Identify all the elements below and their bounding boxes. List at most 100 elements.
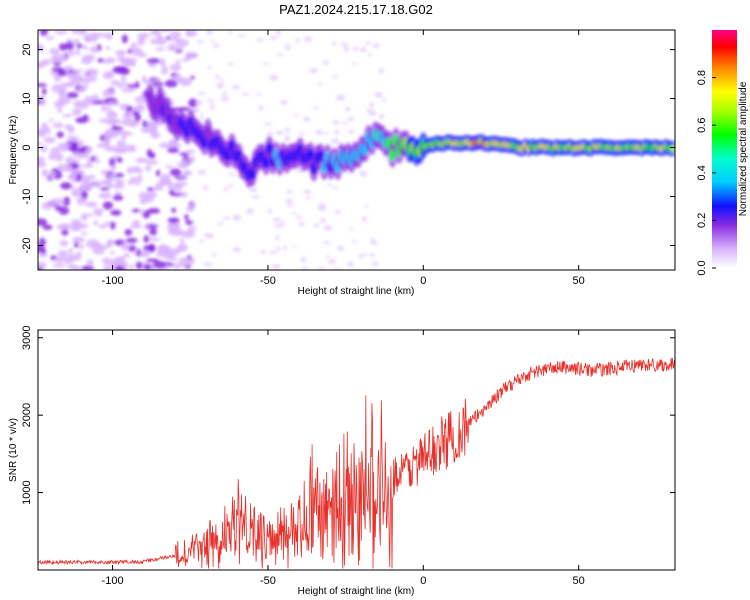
spectrogram-noise-blob <box>360 253 369 256</box>
spectrogram-noise-blob <box>105 128 116 138</box>
spectrogram-noise-blob <box>106 239 113 248</box>
spectrogram-noise-blob <box>340 121 349 125</box>
spectrogram-noise-blob <box>51 198 57 206</box>
spectrogram-noise-blob <box>54 75 62 82</box>
spectrogram-noise-blob <box>78 30 88 34</box>
spectrogram-noise-blob <box>66 92 79 99</box>
spectrogram-noise-blob <box>195 100 203 106</box>
snr-x-axis-label: Height of straight line (km) <box>298 586 415 597</box>
spectrogram-noise-blob <box>263 123 273 126</box>
spectrogram-noise-blob <box>157 33 162 41</box>
spectrogram-noise-blob <box>198 239 205 243</box>
spectrogram-noise-blob <box>138 173 143 183</box>
spectrogram-noise-blob <box>38 218 48 226</box>
spectrogram-noise-blob <box>115 257 126 263</box>
spectrogram-noise-blob <box>326 254 330 258</box>
spectrogram-noise-blob <box>54 30 69 35</box>
spectrogram-noise-blob <box>48 152 55 161</box>
spectrogram-noise-blob <box>110 221 116 230</box>
spectrogram-noise-blob <box>206 99 215 103</box>
spectrogram-x-tick-label: -50 <box>260 275 276 287</box>
spectrogram-noise-blob <box>61 228 69 236</box>
spectrogram-noise-blob <box>166 35 171 41</box>
spectrogram-noise-blob <box>222 216 231 220</box>
spectrogram-noise-blob <box>143 263 152 270</box>
spectrogram-noise-blob <box>79 181 91 191</box>
spectrogram-noise-blob <box>322 61 330 65</box>
spectrogram-noise-blob <box>123 253 131 258</box>
spectrogram-noise-blob <box>181 57 191 62</box>
spectrogram-noise-blob <box>331 186 338 189</box>
spectrogram-noise-blob <box>345 106 351 112</box>
spectrogram-noise-blob <box>378 68 384 74</box>
spectrogram-noise-blob <box>90 155 96 163</box>
spectrogram-noise-blob <box>119 67 130 76</box>
spectrogram-noise-blob <box>379 113 385 120</box>
snr-x-tick-label: -50 <box>260 575 276 587</box>
spectrogram-noise-blob <box>251 195 260 199</box>
snr-plot-area <box>38 330 675 570</box>
spectrogram-noise-blob <box>186 52 199 59</box>
spectrogram-noise-blob <box>187 257 195 265</box>
spectrogram-noise-blob <box>100 179 113 184</box>
spectrogram-noise-blob <box>67 125 75 134</box>
spectrogram-noise-blob <box>189 203 194 212</box>
spectrogram-noise-blob <box>123 131 133 136</box>
spectrogram-noise-blob <box>125 57 138 62</box>
spectrogram-noise-blob <box>299 221 305 225</box>
spectrogram-noise-blob <box>285 198 294 204</box>
spectrogram-noise-blob <box>77 100 89 110</box>
spectrogram-noise-blob <box>249 187 258 192</box>
spectrogram-noise-blob <box>297 133 306 136</box>
spectrogram-noise-blob <box>268 264 273 268</box>
spectrogram-noise-blob <box>39 30 49 37</box>
spectrogram-noise-blob <box>71 161 77 170</box>
spectrogram-noise-blob <box>96 245 110 249</box>
snr-panel: -100 -50 0 50 1000 2000 3000 Height of straig… <box>8 325 676 597</box>
spectrogram-noise-blob <box>134 181 141 186</box>
spectrogram-noise-blob <box>187 225 195 234</box>
spectrogram-noise-blob <box>170 192 183 197</box>
spectrogram-noise-blob <box>293 114 300 117</box>
spectrogram-noise-blob <box>138 192 152 200</box>
spectrogram-noise-blob <box>129 224 143 229</box>
spectrogram-noise-blob <box>196 40 204 44</box>
spectrogram-y-tick-label: 20 <box>21 43 33 55</box>
spectrogram-noise-blob <box>358 254 363 259</box>
spectrogram-noise-blob <box>189 75 195 80</box>
spectrogram-noise-blob <box>370 241 379 245</box>
spectrogram-noise-blob <box>146 58 161 64</box>
snr-x-tick-label: -100 <box>102 575 124 587</box>
spectrogram-noise-blob <box>89 35 98 43</box>
spectrogram-noise-blob <box>317 267 327 270</box>
spectrogram-noise-blob <box>200 113 204 119</box>
spectrogram-noise-blob <box>306 195 311 200</box>
spectrogram-noise-blob <box>121 75 126 83</box>
spectrogram-noise-blob <box>269 250 278 254</box>
spectrogram-noise-blob <box>324 225 333 231</box>
spectrogram-noise-blob <box>293 246 297 249</box>
spectrogram-noise-blob <box>101 169 110 176</box>
spectrogram-noise-blob <box>95 33 109 38</box>
snr-x-tick-label: 0 <box>420 575 426 587</box>
spectrogram-noise-blob <box>181 159 189 167</box>
spectrogram-noise-blob <box>303 116 310 122</box>
spectrogram-noise-blob <box>185 220 194 226</box>
spectrogram-noise-blob <box>127 84 138 89</box>
spectrogram-noise-blob <box>178 165 189 169</box>
spectrogram-noise-blob <box>108 174 118 181</box>
spectrogram-noise-blob <box>87 69 99 77</box>
spectrogram-noise-blob <box>81 231 88 236</box>
spectrogram-noise-blob <box>99 182 109 186</box>
spectrogram-noise-blob <box>284 44 291 50</box>
colorbar-tick-label: 0.6 <box>696 118 708 133</box>
colorbar: 0.0 0.2 0.4 0.6 0.8 Normalized spectral ampl… <box>696 30 749 276</box>
spectrogram-noise-blob <box>198 92 206 95</box>
spectrogram-noise-blob <box>94 159 101 164</box>
spectrogram-noise-blob <box>121 119 134 127</box>
snr-y-tick-label: 1000 <box>21 480 33 504</box>
spectrogram-noise-blob <box>202 185 209 191</box>
spectrogram-noise-blob <box>197 170 207 175</box>
